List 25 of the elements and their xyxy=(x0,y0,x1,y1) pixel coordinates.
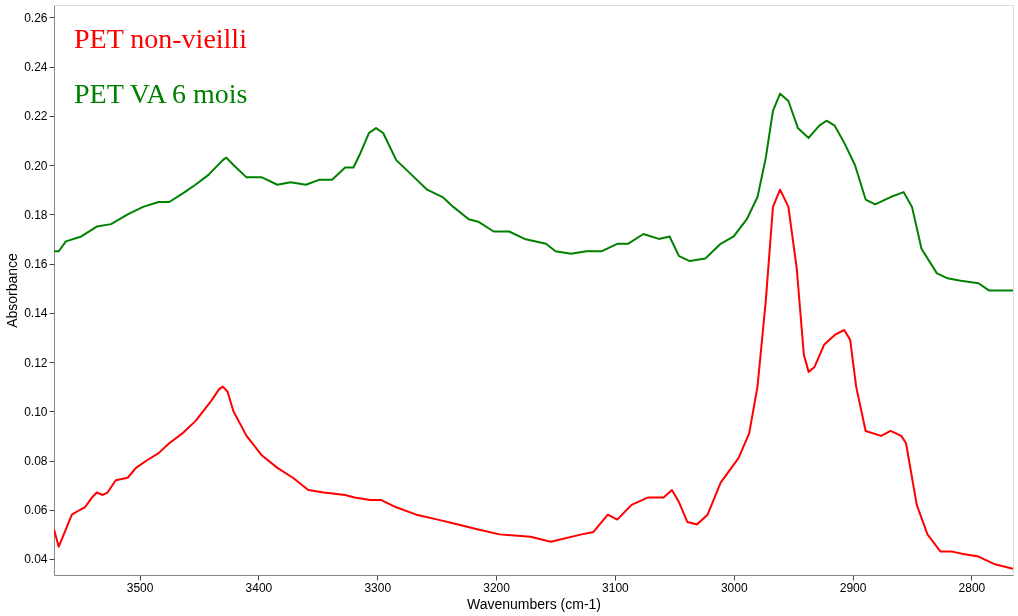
x-tick-label: 3000 xyxy=(720,580,748,595)
x-tick-label: 3300 xyxy=(364,580,392,595)
x-tick-label: 3100 xyxy=(602,580,630,595)
y-tick-label: 0.06 xyxy=(24,503,48,518)
y-tick-label: 0.14 xyxy=(24,306,48,321)
series-label: PET VA 6 mois xyxy=(74,78,248,109)
y-tick-label: 0.16 xyxy=(24,257,48,272)
y-axis-title: Absorbance xyxy=(4,252,21,328)
y-tick-label: 0.22 xyxy=(24,109,48,124)
text: PET non-vieilli xyxy=(74,23,248,54)
y-tick-label: 0.18 xyxy=(24,207,48,222)
x-tick-label: 3200 xyxy=(483,580,511,595)
x-tick-label: 3400 xyxy=(245,580,273,595)
x-axis-title: Wavenumbers (cm-1) xyxy=(466,595,602,612)
y-tick-label: 0.20 xyxy=(24,158,48,173)
y-tick-label: 0.26 xyxy=(24,10,48,25)
y-tick-label: 0.04 xyxy=(24,552,48,567)
y-tick-label: 0.24 xyxy=(24,60,48,75)
y-tick-label: 0.08 xyxy=(24,454,48,469)
x-tick-label: 3500 xyxy=(126,580,154,595)
y-tick-label: 0.10 xyxy=(24,404,48,419)
line-series xyxy=(54,188,1013,570)
x-tick-label: 2900 xyxy=(839,580,867,595)
y-tick-label: 0.12 xyxy=(24,355,48,370)
x-tick-label: 2800 xyxy=(958,580,986,595)
